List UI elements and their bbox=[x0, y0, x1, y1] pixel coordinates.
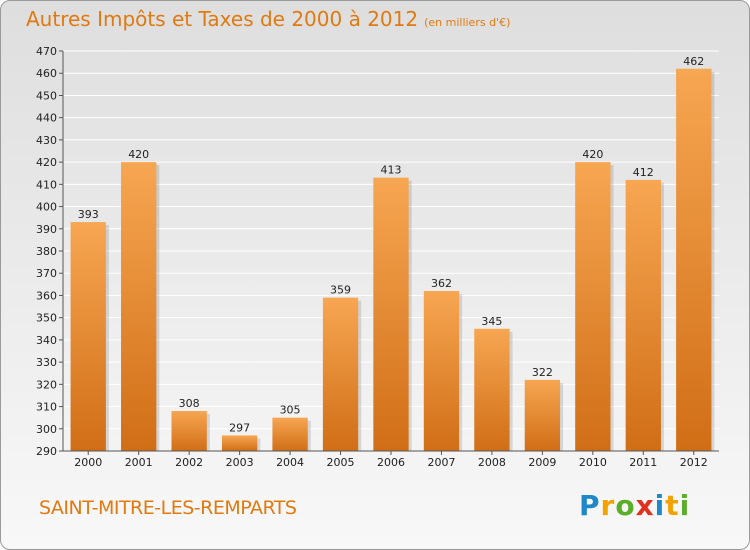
bar-2004 bbox=[272, 417, 308, 451]
bar-2002 bbox=[171, 411, 207, 451]
y-tick-label: 460 bbox=[36, 67, 57, 80]
value-label-2002: 308 bbox=[179, 397, 200, 410]
proxiti-logo[interactable]: Proxiti bbox=[579, 489, 691, 522]
x-tick-label-2000: 2000 bbox=[74, 456, 102, 469]
y-tick-label: 390 bbox=[36, 223, 57, 236]
chart-title-text: Autres Impôts et Taxes de 2000 à 2012 bbox=[26, 7, 419, 31]
x-tick-label-2006: 2006 bbox=[377, 456, 405, 469]
bar-2001 bbox=[121, 162, 157, 451]
y-tick-label: 430 bbox=[36, 134, 57, 147]
y-tick-label: 360 bbox=[36, 289, 57, 302]
x-tick-label-2002: 2002 bbox=[175, 456, 203, 469]
bars: 393 420 308 297 305 359 413 362 345 322 420 412 462 bbox=[70, 55, 715, 452]
x-tick-label-2001: 2001 bbox=[125, 456, 153, 469]
y-tick-label: 440 bbox=[36, 112, 57, 125]
bar-2011 bbox=[625, 179, 661, 451]
bar-2000 bbox=[70, 222, 106, 451]
value-label-2008: 345 bbox=[481, 315, 502, 328]
value-label-2011: 412 bbox=[633, 166, 654, 179]
bar-2005 bbox=[322, 297, 359, 451]
bar-2012 bbox=[676, 68, 712, 452]
y-tick-label: 450 bbox=[36, 89, 57, 102]
bar-2003 bbox=[221, 435, 258, 451]
y-tick-label: 400 bbox=[36, 201, 57, 214]
x-tick-label-2004: 2004 bbox=[276, 456, 304, 469]
y-tick-label: 320 bbox=[36, 378, 57, 391]
x-tick-label-2011: 2011 bbox=[629, 456, 657, 469]
y-tick-label: 470 bbox=[36, 45, 57, 58]
bar-2008 bbox=[474, 328, 510, 451]
value-label-2001: 420 bbox=[128, 148, 149, 161]
y-tick-label: 310 bbox=[36, 401, 57, 414]
chart-title: Autres Impôts et Taxes de 2000 à 2012 (en… bbox=[26, 7, 510, 31]
x-tick-label-2009: 2009 bbox=[528, 456, 556, 469]
y-tick-label: 370 bbox=[36, 267, 57, 280]
chart-subtitle: (en milliers d'€) bbox=[424, 16, 511, 29]
value-label-2000: 393 bbox=[78, 208, 99, 221]
y-tick-label: 350 bbox=[36, 312, 57, 325]
value-label-2005: 359 bbox=[330, 284, 351, 297]
value-label-2003: 297 bbox=[229, 421, 250, 434]
y-tick-label: 410 bbox=[36, 178, 57, 191]
y-tick-label: 300 bbox=[36, 423, 57, 436]
commune-name: SAINT-MITRE-LES-REMPARTS bbox=[39, 497, 297, 519]
bar-2009 bbox=[524, 379, 561, 451]
x-tick-label-2003: 2003 bbox=[226, 456, 254, 469]
x-tick-label-2007: 2007 bbox=[427, 456, 455, 469]
y-axis: 290 300 310 320 330 340 350 360 370 380 390 400 410 4… bbox=[36, 45, 64, 458]
y-tick-label: 290 bbox=[36, 445, 57, 458]
y-tick-label: 380 bbox=[36, 245, 57, 258]
x-tick-label-2005: 2005 bbox=[327, 456, 355, 469]
y-tick-label: 330 bbox=[36, 356, 57, 369]
value-label-2009: 322 bbox=[532, 366, 553, 379]
bar-2007 bbox=[423, 291, 460, 451]
bar-2006 bbox=[373, 177, 409, 451]
x-tick-label-2012: 2012 bbox=[680, 456, 708, 469]
bar-2010 bbox=[575, 162, 611, 451]
x-axis: 2000 2001 2002 2003 2004 2005 2006 2007 2008 2009… bbox=[63, 450, 719, 469]
value-label-2007: 362 bbox=[431, 277, 452, 290]
value-label-2006: 413 bbox=[381, 164, 402, 177]
y-tick-label: 340 bbox=[36, 334, 57, 347]
value-label-2010: 420 bbox=[582, 148, 603, 161]
value-label-2004: 305 bbox=[280, 404, 301, 417]
y-tick-label: 420 bbox=[36, 156, 57, 169]
x-tick-label-2010: 2010 bbox=[579, 456, 607, 469]
value-label-2012: 462 bbox=[683, 55, 704, 68]
x-tick-label-2008: 2008 bbox=[478, 456, 506, 469]
